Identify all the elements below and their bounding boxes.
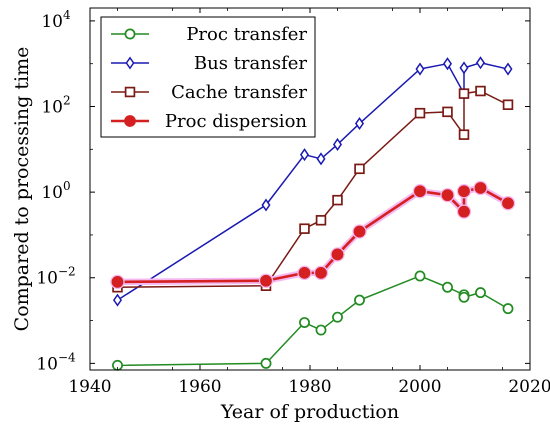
x-tick-label: 1980: [288, 377, 331, 397]
data-point: [261, 198, 271, 212]
data-point: [332, 194, 343, 206]
legend-marker: [125, 56, 135, 70]
legend-item: Bus transfer: [111, 53, 307, 74]
data-point: [459, 61, 469, 75]
x-tick-label: 2020: [508, 377, 550, 397]
data-point: [332, 137, 343, 151]
data-point: [260, 357, 272, 369]
legend-item: Proc dispersion: [111, 111, 307, 132]
data-point: [298, 266, 311, 279]
data-point: [354, 163, 365, 175]
legend-item: Proc transfer: [111, 24, 307, 45]
x-tick-label: 1960: [178, 377, 221, 397]
x-axis-title: Year of production: [220, 401, 399, 423]
data-point: [441, 189, 454, 202]
legend-item: Cache transfer: [111, 82, 307, 103]
legend-box: [100, 16, 316, 138]
data-point: [458, 88, 470, 99]
plot-layer: [110, 56, 516, 371]
data-point: [315, 215, 327, 226]
data-point: [458, 291, 470, 303]
x-tick-label: 2000: [398, 377, 441, 397]
y-tick-label: 104: [41, 8, 71, 32]
data-point: [503, 62, 513, 76]
x-tick-label: 1940: [68, 377, 111, 397]
data-point: [458, 205, 470, 218]
series-proc-dispersion: [110, 180, 516, 290]
y-axis-title: Compared to processing time: [11, 47, 33, 332]
axis-ticks: 1940 1960 1980 2000 2020 10−4 10−2 100 102 104: [36, 8, 550, 397]
data-point: [502, 197, 514, 210]
data-point: [260, 274, 272, 287]
data-point: [112, 293, 123, 307]
y-tick-label: 100: [41, 179, 70, 203]
data-point: [111, 275, 124, 288]
data-point: [415, 62, 425, 76]
data-point: [442, 281, 453, 293]
data-point: [354, 294, 365, 306]
data-point: [315, 324, 327, 336]
data-point: [502, 99, 514, 110]
data-point: [475, 56, 486, 70]
data-point: [442, 57, 453, 71]
data-point: [332, 311, 343, 323]
legend-label: Proc transfer: [186, 24, 307, 45]
data-point: [474, 182, 487, 194]
legend-marker: [124, 28, 136, 40]
data-point: [316, 152, 326, 166]
data-point: [502, 303, 514, 315]
data-point: [475, 287, 486, 299]
data-point: [299, 223, 310, 234]
data-point: [414, 107, 426, 119]
data-point: [414, 270, 426, 282]
y-tick-label: 10−2: [36, 265, 75, 289]
data-point: [414, 185, 426, 198]
data-point: [458, 185, 470, 198]
legend: Proc transfer Bus transfer Cache transfer P…: [100, 16, 316, 138]
data-point: [331, 248, 344, 261]
data-point: [442, 106, 453, 118]
legend-marker: [124, 86, 136, 98]
data-point: [315, 266, 327, 279]
legend-label: Proc dispersion: [165, 111, 307, 132]
y-tick-label: 10−4: [36, 350, 76, 374]
data-point: [475, 85, 486, 97]
data-point: [354, 117, 365, 131]
legend-marker: [124, 115, 136, 127]
series-proc-transfer: [112, 270, 514, 371]
legend-label: Cache transfer: [171, 82, 307, 103]
legend-label: Bus transfer: [194, 53, 307, 74]
data-point: [458, 129, 470, 140]
data-point: [353, 225, 366, 238]
data-point: [299, 317, 310, 328]
y-tick-label: 102: [41, 94, 70, 118]
data-point: [299, 148, 310, 162]
